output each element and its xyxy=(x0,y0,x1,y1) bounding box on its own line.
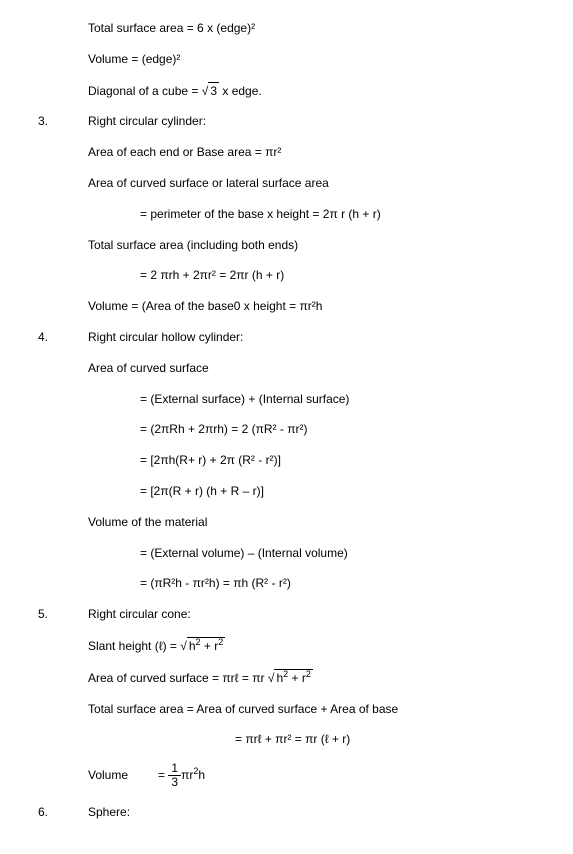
formula-line: Volume of the material xyxy=(80,514,553,531)
formula-line: = perimeter of the base x height = 2π r … xyxy=(80,206,553,223)
formula-line: = (πR²h - πr²h) = πh (R² - r²) xyxy=(80,575,553,592)
formula-line: Area of curved surface or lateral surfac… xyxy=(80,175,553,192)
formula-line: Diagonal of a cube = 3 x edge. xyxy=(80,82,553,100)
formula-line: = (2πRh + 2πrh) = 2 (πR² - πr²) xyxy=(80,421,553,438)
formula-line: Area of each end or Base area = πr² xyxy=(80,144,553,161)
item-number: 6. xyxy=(30,804,80,821)
section-title: Right circular hollow cylinder: xyxy=(80,329,553,346)
formula-line: Volume= 13πr2h xyxy=(80,762,553,789)
section-title: Right circular cylinder: xyxy=(80,113,553,130)
formula-line: Total surface area = Area of curved surf… xyxy=(80,701,553,718)
formula-line: Total surface area = 6 x (edge)² xyxy=(80,20,553,37)
item-number: 3. xyxy=(30,113,80,130)
item-number: 4. xyxy=(30,329,80,346)
formula-line: Slant height (ℓ) = h2 + r2 xyxy=(80,637,553,655)
formula-line: Area of curved surface = πrℓ = πr h2 + r… xyxy=(80,669,553,687)
formula-line: Total surface area (including both ends) xyxy=(80,237,553,254)
section-title: Right circular cone: xyxy=(80,606,553,623)
formula-line: Volume = (edge)² xyxy=(80,51,553,68)
section-title: Sphere: xyxy=(80,804,553,821)
item-number: 5. xyxy=(30,606,80,623)
formula-line: = 2 πrh + 2πr² = 2πr (h + r) xyxy=(80,267,553,284)
formula-line: = [2π(R + r) (h + R – r)] xyxy=(80,483,553,500)
formula-line: = (External surface) + (Internal surface… xyxy=(80,391,553,408)
formula-line: Volume = (Area of the base0 x height = π… xyxy=(80,298,553,315)
formula-line: = πrℓ + πr² = πr (ℓ + r) xyxy=(80,731,553,748)
formula-line: Area of curved surface xyxy=(80,360,553,377)
formula-line: = [2πh(R+ r) + 2π (R² - r²)] xyxy=(80,452,553,469)
formula-line: = (External volume) – (Internal volume) xyxy=(80,545,553,562)
